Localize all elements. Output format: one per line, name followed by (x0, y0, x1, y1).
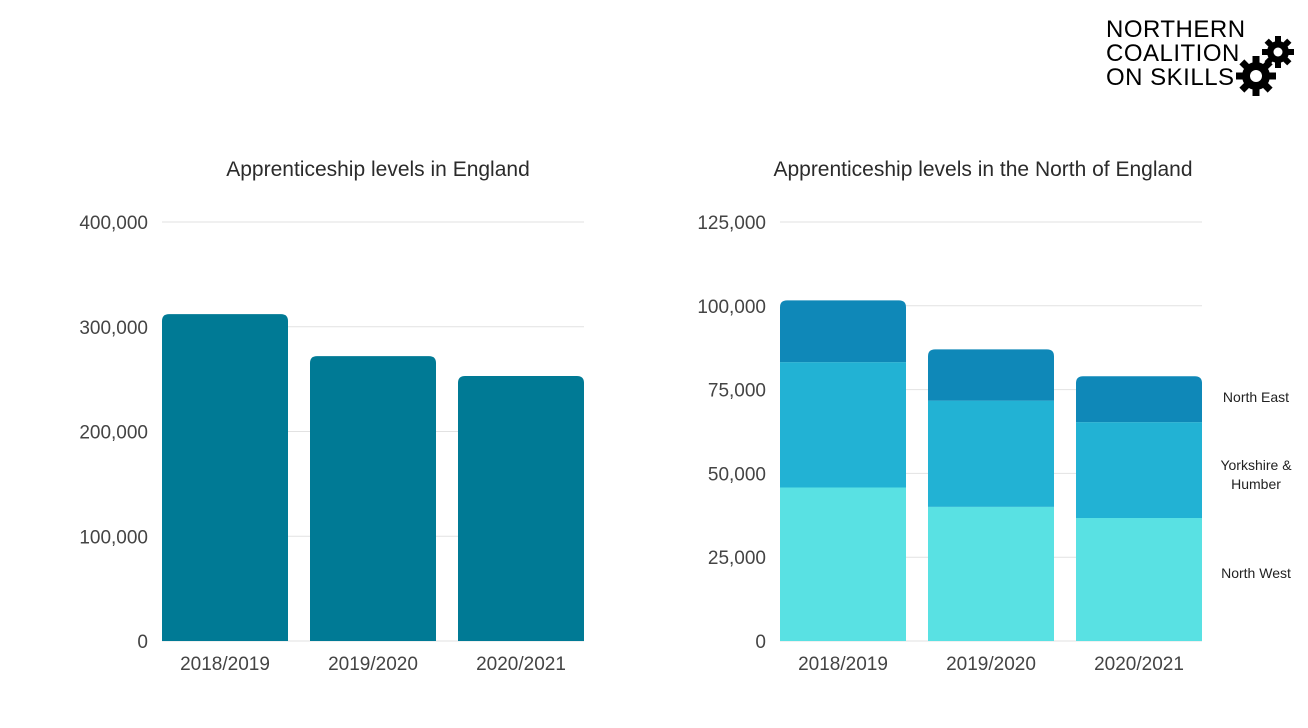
x-tick-label: 2018/2019 (798, 654, 888, 675)
bar-segment (1076, 376, 1202, 423)
gears-icon (1236, 36, 1294, 96)
y-tick-label: 25,000 (708, 548, 766, 569)
y-tick-label: 300,000 (79, 318, 148, 339)
x-tick-label: 2019/2020 (946, 654, 1036, 675)
north-england-chart: Apprenticeship levels in the North of En… (697, 158, 1292, 675)
y-tick-label: 75,000 (708, 381, 766, 402)
x-tick-label: 2019/2020 (328, 654, 418, 675)
bar-segment (1076, 517, 1202, 641)
bar (310, 356, 436, 641)
x-tick-label: 2020/2021 (1094, 654, 1184, 675)
bar-segment (780, 362, 906, 488)
y-tick-label: 0 (755, 632, 766, 653)
x-tick-label: 2018/2019 (180, 654, 270, 675)
y-tick-label: 125,000 (697, 213, 766, 234)
legend-label: North East (1223, 389, 1289, 405)
y-tick-label: 200,000 (79, 423, 148, 444)
y-tick-label: 100,000 (79, 527, 148, 548)
chart-title: Apprenticeship levels in the North of En… (773, 158, 1192, 181)
northern-coalition-logo: NORTHERN COALITION ON SKILLS (1100, 14, 1300, 104)
bar-segment (928, 506, 1054, 641)
y-tick-label: 0 (137, 632, 148, 653)
y-tick-label: 400,000 (79, 213, 148, 234)
x-tick-label: 2020/2021 (476, 654, 566, 675)
bar-segment (1076, 422, 1202, 518)
bar-segment (928, 400, 1054, 507)
bar-segment (780, 487, 906, 641)
bar-segment (780, 300, 906, 363)
bar (458, 375, 584, 641)
logo-line-2: COALITION (1106, 40, 1240, 67)
england-chart: Apprenticeship levels in England 0 100,000… (79, 158, 584, 675)
bar-segment (928, 349, 1054, 401)
legend-label: Yorkshire & Humber (1220, 457, 1292, 492)
legend-label: North West (1221, 565, 1291, 581)
logo-line-1: NORTHERN (1106, 16, 1246, 43)
y-tick-label: 50,000 (708, 464, 766, 485)
bar (162, 314, 288, 641)
logo-line-3: ON SKILLS (1106, 64, 1235, 91)
y-tick-label: 100,000 (697, 297, 766, 318)
chart-title: Apprenticeship levels in England (226, 158, 530, 181)
